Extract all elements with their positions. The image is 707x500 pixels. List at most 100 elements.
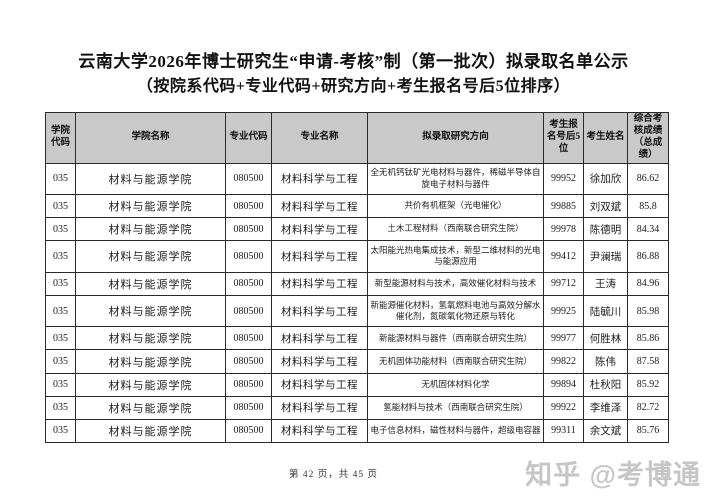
table-cell: 99712 — [543, 271, 584, 296]
table-cell: 035 — [45, 418, 76, 444]
table-cell: 85.86 — [627, 326, 669, 351]
table-cell: 材料与能源学院 — [75, 217, 226, 242]
table-cell: 080500 — [225, 194, 272, 219]
table-cell: 035 — [45, 294, 76, 328]
column-header: 专业名称 — [271, 112, 368, 164]
table-cell: 035 — [45, 240, 76, 273]
table-cell: 99885 — [543, 194, 584, 219]
column-header: 学院代码 — [45, 112, 76, 164]
table-cell: 材料科学与工程 — [271, 418, 368, 444]
table-cell: 材料科学与工程 — [271, 294, 368, 328]
table-cell: 99978 — [543, 217, 584, 242]
table-cell: 全无机钙钛矿光电材料与器件，稀磁半导体自旋电子材料与器件 — [367, 162, 544, 196]
column-header: 考生姓名 — [583, 112, 628, 164]
table-cell: 太阳能光热电集成技术，新型二维材料的光电与能源应用 — [367, 240, 544, 273]
table-cell: 材料与能源学院 — [75, 418, 226, 444]
table-cell: 氢能材料与技术（西南联合研究生院） — [367, 395, 544, 420]
table-cell: 新能源催化材料，氢氧燃料电池与高效分解水催化剂，氮碳氧化物还原与转化 — [367, 294, 544, 328]
table-cell: 99412 — [543, 240, 584, 273]
table-cell: 035 — [45, 372, 76, 397]
table-cell: 新能源材料与器件（西南联合研究生院） — [367, 326, 544, 351]
table-row: 035 材料与能源学院 080500 材料科学与工程 全无机钙钛矿光电材料与器件，稀磁半… — [45, 162, 669, 196]
table-cell: 99822 — [543, 349, 584, 374]
column-header: 考生报名号后5位 — [543, 112, 584, 164]
table-cell: 82.72 — [627, 395, 669, 420]
table-cell: 材料科学与工程 — [271, 372, 368, 397]
results-table-body: 035 材料与能源学院 080500 材料科学与工程 全无机钙钛矿光电材料与器件，稀磁半… — [45, 162, 669, 444]
column-header: 专业代码 — [225, 112, 272, 164]
table-cell: 080500 — [225, 326, 272, 351]
table-cell: 080500 — [225, 271, 272, 296]
table-cell: 材料科学与工程 — [271, 395, 368, 420]
table-cell: 99311 — [543, 418, 584, 444]
table-row: 035 材料与能源学院 080500 材料科学与工程 无机固体功能材料（西南联合研究生院… — [45, 349, 669, 374]
table-cell: 尹澜瑞 — [583, 240, 628, 273]
table-cell: 080500 — [225, 372, 272, 397]
table-row: 035 材料与能源学院 080500 材料科学与工程 无机固体材料化学 99894 杜秋阳 8… — [45, 372, 669, 397]
table-row: 035 材料与能源学院 080500 材料科学与工程 土木工程材料（西南联合研究生院） 9… — [45, 217, 669, 242]
table-cell: 87.58 — [627, 349, 669, 374]
admission-results-table: 学院代码 学院名称 专业代码 专业名称 拟录取研究方向 考生报名号后5位 考生姓名 综合考核成… — [45, 112, 669, 444]
table-cell: 材料与能源学院 — [75, 271, 226, 296]
table-cell: 何胜林 — [583, 326, 628, 351]
table-cell: 035 — [45, 194, 76, 219]
table-cell: 材料与能源学院 — [75, 162, 226, 196]
table-cell: 材料与能源学院 — [75, 395, 226, 420]
table-cell: 85.92 — [627, 372, 669, 397]
column-header: 学院名称 — [75, 112, 226, 164]
table-cell: 材料科学与工程 — [271, 162, 368, 196]
table-row: 035 材料与能源学院 080500 材料科学与工程 氢能材料与技术（西南联合研究生院）… — [45, 395, 669, 420]
table-cell: 85.8 — [627, 194, 669, 219]
table-cell: 99894 — [543, 372, 584, 397]
table-cell: 080500 — [225, 418, 272, 444]
table-cell: 余文斌 — [583, 418, 628, 444]
table-cell: 材料科学与工程 — [271, 240, 368, 273]
title-line-1: 云南大学2026年博士研究生“申请-考核”制（第一批次）拟录取名单公示 — [78, 52, 629, 71]
table-cell: 035 — [45, 326, 76, 351]
table-cell: 035 — [45, 271, 76, 296]
table-cell: 徐加欣 — [583, 162, 628, 196]
table-cell: 土木工程材料（西南联合研究生院） — [367, 217, 544, 242]
table-cell: 刘双斌 — [583, 194, 628, 219]
table-cell: 李维泽 — [583, 395, 628, 420]
table-cell: 材料科学与工程 — [271, 349, 368, 374]
results-table-head: 学院代码 学院名称 专业代码 专业名称 拟录取研究方向 考生报名号后5位 考生姓名 综合考核成… — [45, 112, 669, 164]
table-cell: 陆毓川 — [583, 294, 628, 328]
table-cell: 99922 — [543, 395, 584, 420]
table-cell: 材料与能源学院 — [75, 372, 226, 397]
table-cell: 035 — [45, 395, 76, 420]
table-cell: 无机固体功能材料（西南联合研究生院） — [367, 349, 544, 374]
table-cell: 陈伟 — [583, 349, 628, 374]
table-cell: 材料科学与工程 — [271, 217, 368, 242]
table-cell: 材料科学与工程 — [271, 194, 368, 219]
table-cell: 共价有机框架（光电催化） — [367, 194, 544, 219]
table-cell: 材料与能源学院 — [75, 294, 226, 328]
table-cell: 新型能源材料与技术，高效催化材料与技术 — [367, 271, 544, 296]
table-cell: 84.96 — [627, 271, 669, 296]
table-cell: 王涛 — [583, 271, 628, 296]
table-cell: 99925 — [543, 294, 584, 328]
table-cell: 陈德明 — [583, 217, 628, 242]
table-cell: 材料与能源学院 — [75, 194, 226, 219]
table-cell: 84.34 — [627, 217, 669, 242]
page-number-footer: 第 42 页，共 45 页 — [288, 470, 378, 480]
table-cell: 材料与能源学院 — [75, 240, 226, 273]
table-cell: 85.98 — [627, 294, 669, 328]
table-cell: 080500 — [225, 240, 272, 273]
table-cell: 080500 — [225, 294, 272, 328]
table-cell: 99952 — [543, 162, 584, 196]
table-row: 035 材料与能源学院 080500 材料科学与工程 共价有机框架（光电催化） 99885… — [45, 194, 669, 219]
table-cell: 99977 — [543, 326, 584, 351]
table-cell: 080500 — [225, 349, 272, 374]
table-cell: 035 — [45, 349, 76, 374]
table-cell: 080500 — [225, 162, 272, 196]
table-cell: 86.88 — [627, 240, 669, 273]
table-cell: 无机固体材料化学 — [367, 372, 544, 397]
table-cell: 86.62 — [627, 162, 669, 196]
table-cell: 杜秋阳 — [583, 372, 628, 397]
table-cell: 材料与能源学院 — [75, 326, 226, 351]
column-header: 综合考核成绩（总成绩） — [627, 112, 669, 164]
title-line-2: （按院系代码+专业代码+研究方向+考生报名号后5位排序） — [136, 77, 571, 95]
table-row: 035 材料与能源学院 080500 材料科学与工程 太阳能光热电集成技术，新型二维材料… — [45, 240, 669, 273]
